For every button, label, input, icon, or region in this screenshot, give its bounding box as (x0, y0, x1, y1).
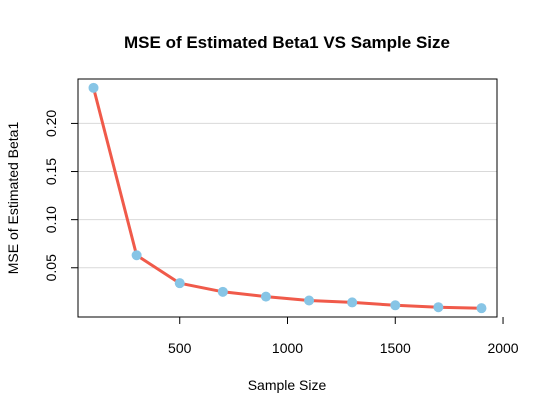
data-point (174, 278, 185, 289)
axes: 500 1000 1500 2000 0.05 0.10 0.15 0.20 (43, 110, 519, 356)
data-point (260, 291, 271, 302)
x-tick-label: 500 (168, 340, 192, 356)
data-point (433, 302, 444, 313)
y-tick-label: 0.20 (43, 110, 59, 137)
data-point (88, 82, 99, 93)
y-tick-label: 0.05 (43, 254, 59, 281)
x-tick-label: 2000 (487, 340, 518, 356)
chart-title: MSE of Estimated Beta1 VS Sample Size (124, 33, 450, 52)
data-point (131, 250, 142, 261)
data-point (304, 295, 315, 306)
y-axis-label: MSE of Estimated Beta1 (5, 122, 21, 275)
x-tick-label: 1000 (272, 340, 303, 356)
data-point (390, 300, 401, 311)
data-point (476, 303, 487, 314)
plot-frame (77, 78, 498, 318)
y-tick-label: 0.15 (43, 158, 59, 185)
x-tick-label: 1500 (380, 340, 411, 356)
y-tick-label: 0.10 (43, 206, 59, 233)
data-point (347, 297, 358, 308)
series-line (92, 87, 482, 310)
x-axis-label: Sample Size (248, 377, 327, 393)
data-point (217, 286, 228, 297)
grid-lines (78, 122, 497, 269)
series (88, 82, 487, 314)
